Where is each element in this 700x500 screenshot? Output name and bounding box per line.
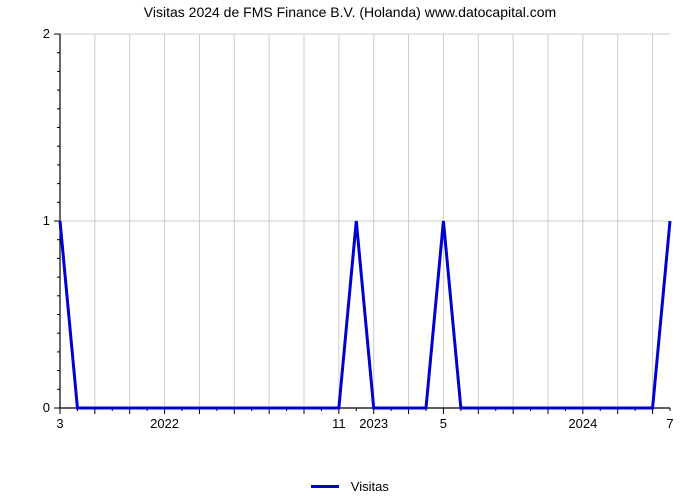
legend-swatch	[311, 485, 339, 488]
x-tick-label: 2022	[145, 416, 185, 431]
chart-title: Visitas 2024 de FMS Finance B.V. (Holand…	[0, 0, 700, 24]
y-tick-label: 2	[43, 26, 50, 41]
x-tick-label: 3	[40, 416, 80, 431]
x-tick-label: 7	[650, 416, 690, 431]
chart-plot-area	[50, 28, 680, 438]
legend: Visitas	[0, 478, 700, 494]
chart-svg	[50, 28, 680, 438]
y-tick-label: 0	[43, 400, 50, 415]
x-tick-label: 5	[423, 416, 463, 431]
y-tick-label: 1	[43, 213, 50, 228]
x-tick-label: 2023	[354, 416, 394, 431]
legend-label: Visitas	[351, 479, 389, 494]
x-tick-label: 2024	[563, 416, 603, 431]
